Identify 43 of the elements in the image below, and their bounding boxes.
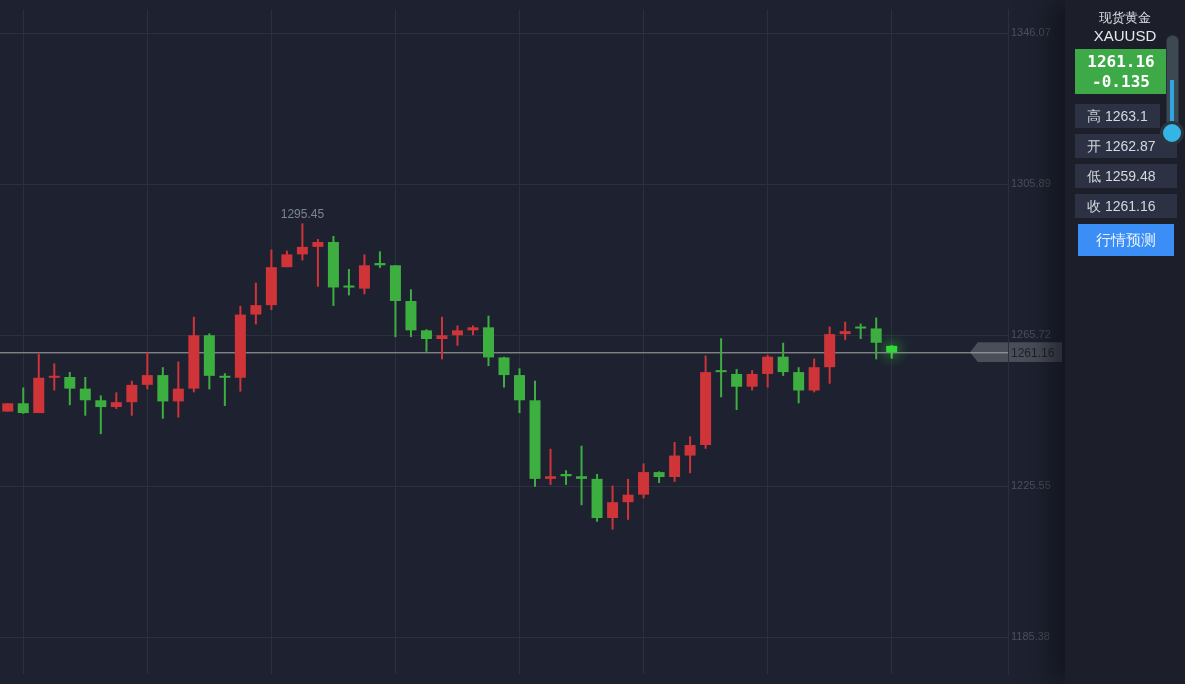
- candlestick: [95, 394, 107, 436]
- candlestick: [746, 369, 758, 392]
- info-field: 低 1259.48: [1075, 164, 1177, 188]
- text: 现货黄金: [1098, 9, 1152, 27]
- info-field: 收 1261.16: [1075, 194, 1177, 218]
- quote-box: 1261.16 -0.135: [1075, 49, 1167, 94]
- candlestick: [451, 324, 463, 347]
- candlestick: [622, 477, 634, 521]
- candlestick: [762, 353, 774, 389]
- candlestick: [638, 462, 650, 500]
- text: XAUUSD: [1092, 27, 1158, 44]
- candlestick: [684, 435, 696, 475]
- candlestick: [420, 328, 432, 353]
- candlestick: [777, 341, 789, 377]
- candlestick: [126, 379, 138, 417]
- button: 行情预测: [1078, 224, 1174, 256]
- candlestick: [172, 360, 184, 419]
- info-field: 高 1263.1: [1075, 104, 1160, 128]
- candlestick: [870, 316, 882, 361]
- candlestick: [808, 357, 820, 394]
- candlestick: [64, 371, 76, 407]
- candlestick: [358, 253, 370, 296]
- annotation: 1295.45: [280, 206, 325, 221]
- candlestick: [793, 366, 805, 405]
- candlestick: [141, 351, 153, 391]
- candlestick: [436, 315, 448, 361]
- info-field: 开 1262.87: [1075, 134, 1177, 158]
- candlestick: [343, 268, 355, 297]
- candlestick: [250, 281, 262, 326]
- candlestick: [296, 222, 308, 262]
- candlestick: [669, 441, 681, 483]
- candlestick: [576, 444, 588, 507]
- candlestick: [731, 368, 743, 412]
- candlestick: [48, 362, 60, 392]
- candlestick: [312, 237, 324, 288]
- candlestick: [607, 484, 619, 531]
- candlestick: [715, 337, 727, 399]
- candlestick: [17, 386, 29, 415]
- candlestick: [219, 372, 231, 407]
- candlestick: [79, 375, 91, 417]
- candlestick: [545, 447, 557, 486]
- candlestick: [839, 320, 851, 342]
- candlestick: [498, 355, 510, 389]
